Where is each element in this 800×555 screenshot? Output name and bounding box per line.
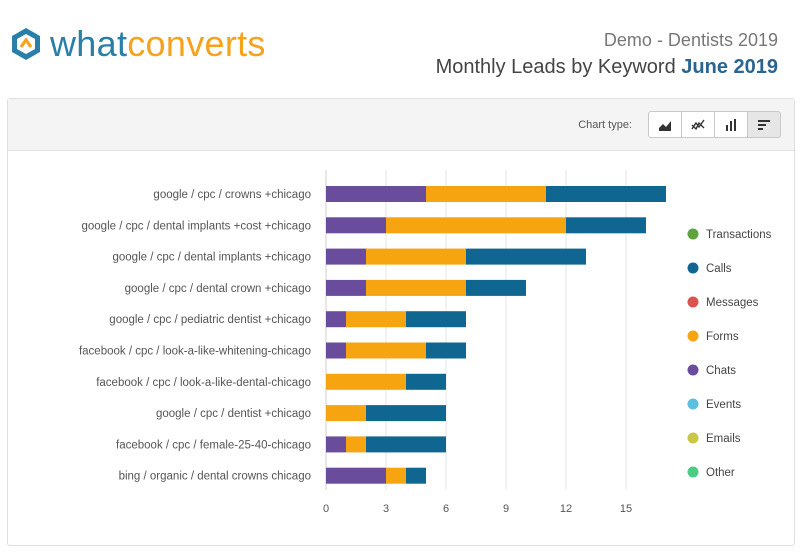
report-title-text: Monthly Leads by Keyword — [435, 56, 676, 78]
bar-segment-calls[interactable] — [466, 279, 526, 296]
chart-toolbar: Chart type: — [8, 99, 794, 151]
legend-swatch[interactable] — [687, 364, 699, 376]
legend-swatch[interactable] — [687, 228, 699, 240]
legend-item-label[interactable]: Chats — [706, 365, 736, 377]
chart-type-label: Chart type: — [578, 119, 632, 131]
bar-segment-forms[interactable] — [386, 467, 406, 484]
legend-swatch[interactable] — [687, 432, 699, 444]
logo-converts: converts — [127, 23, 266, 64]
logo-wordmark: whatconverts — [50, 22, 266, 66]
category-label: bing / organic / dental crowns chicago — [119, 471, 311, 483]
hexagon-chevron-icon — [12, 28, 40, 60]
x-tick-label: 3 — [383, 503, 389, 515]
x-tick-label: 15 — [620, 503, 632, 515]
area-chart-icon — [659, 120, 671, 131]
category-label: facebook / cpc / female-25-40-chicago — [116, 439, 311, 451]
bar-segment-forms[interactable] — [426, 186, 546, 202]
bar-segment-chats[interactable] — [326, 436, 346, 453]
bar-segment-calls[interactable] — [406, 311, 466, 328]
bar-segment-forms[interactable] — [346, 436, 366, 453]
legend-item-label[interactable]: Events — [706, 399, 741, 411]
legend-item-label[interactable]: Messages — [706, 297, 759, 309]
chart-type-buttons — [648, 111, 781, 138]
logo-what: what — [50, 23, 128, 64]
bar-segment-calls[interactable] — [406, 467, 426, 484]
category-label: facebook / cpc / look-a-like-whitening-c… — [79, 346, 311, 358]
bar-segment-chats[interactable] — [326, 248, 366, 265]
bar-segment-forms[interactable] — [346, 342, 426, 359]
bar-segment-chats[interactable] — [326, 217, 386, 234]
bar-segment-chats[interactable] — [326, 279, 366, 296]
category-label: google / cpc / pediatric dentist +chicag… — [109, 314, 311, 326]
category-label: google / cpc / dental implants +chicago — [113, 252, 312, 264]
x-tick-label: 9 — [503, 503, 509, 515]
bar-segment-chats[interactable] — [326, 467, 386, 484]
report-header: whatconverts Demo - Dentists 2019 Monthl… — [0, 0, 800, 96]
bar-segment-forms[interactable] — [326, 405, 366, 422]
x-tick-label: 0 — [323, 503, 329, 515]
legend-swatch[interactable] — [687, 262, 699, 274]
category-label: google / cpc / dentist +chicago — [156, 408, 311, 420]
bar-segment-chats[interactable] — [326, 311, 346, 328]
bar-segment-calls[interactable] — [426, 342, 466, 359]
x-tick-label: 12 — [560, 503, 572, 515]
bar-segment-forms[interactable] — [326, 373, 406, 390]
category-label: google / cpc / dental implants +cost +ch… — [81, 220, 311, 232]
category-label: facebook / cpc / look-a-like-dental-chic… — [96, 377, 311, 389]
bar-segment-chats[interactable] — [326, 186, 426, 202]
whatconverts-logo[interactable]: whatconverts — [10, 22, 266, 66]
bar-segment-calls[interactable] — [366, 436, 446, 453]
bar-segment-forms[interactable] — [346, 311, 406, 328]
bar-segment-calls[interactable] — [566, 217, 646, 234]
bar-segment-forms[interactable] — [386, 217, 566, 234]
bar-segment-calls[interactable] — [366, 405, 446, 422]
legend-swatch[interactable] — [687, 330, 699, 342]
bar-segment-forms[interactable] — [366, 248, 466, 265]
bar-segment-calls[interactable] — [466, 248, 586, 265]
column-chart-icon — [726, 118, 736, 131]
legend-item-label[interactable]: Other — [706, 467, 735, 479]
x-tick-label: 6 — [443, 503, 449, 515]
report-subtitle: Demo - Dentists 2019 — [603, 30, 778, 50]
report-title: Monthly Leads by Keyword June 2019 — [436, 56, 778, 79]
chart-type-bar-button[interactable] — [747, 111, 781, 138]
chart-type-column-button[interactable] — [714, 111, 748, 138]
category-label: google / cpc / dental crown +chicago — [125, 283, 311, 295]
bar-segment-calls[interactable] — [546, 186, 666, 202]
line-chart-icon — [691, 119, 705, 130]
legend-swatch[interactable] — [687, 398, 699, 410]
legend-item-label[interactable]: Calls — [706, 263, 732, 275]
legend-swatch[interactable] — [687, 466, 699, 478]
legend-swatch[interactable] — [687, 296, 699, 308]
category-label: google / cpc / crowns +chicago — [153, 189, 311, 201]
bar-chart-icon — [758, 119, 770, 130]
bar-segment-chats[interactable] — [326, 342, 346, 359]
report-month: June 2019 — [681, 56, 778, 78]
chart-type-area-button[interactable] — [648, 111, 682, 138]
legend-item-label[interactable]: Forms — [706, 331, 739, 343]
bar-segment-calls[interactable] — [406, 373, 446, 390]
legend-item-label[interactable]: Emails — [706, 433, 741, 445]
bar-segment-forms[interactable] — [366, 279, 466, 296]
legend-item-label[interactable]: Transactions — [706, 229, 772, 241]
